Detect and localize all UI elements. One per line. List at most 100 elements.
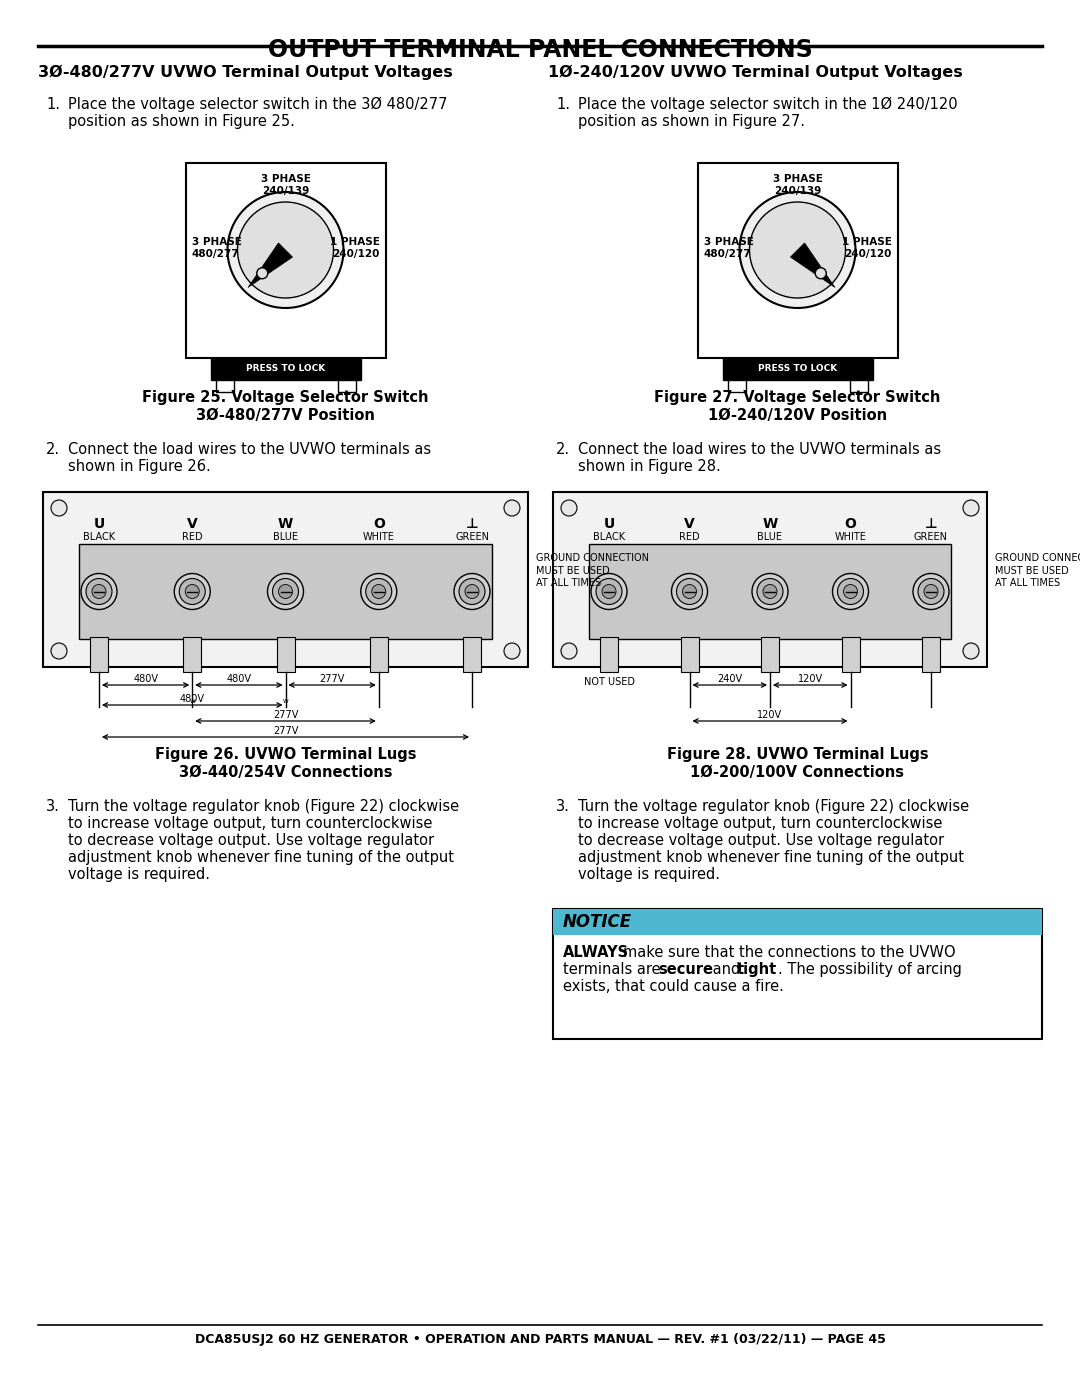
Text: Connect the load wires to the UVWO terminals as: Connect the load wires to the UVWO termi… xyxy=(68,441,431,457)
FancyBboxPatch shape xyxy=(463,637,481,672)
Text: Figure 27. Voltage Selector Switch: Figure 27. Voltage Selector Switch xyxy=(654,390,941,405)
Text: 1 PHASE
240/120: 1 PHASE 240/120 xyxy=(841,237,891,258)
Text: PRESS TO LOCK: PRESS TO LOCK xyxy=(758,365,837,373)
Text: BLACK: BLACK xyxy=(83,532,116,542)
Text: V: V xyxy=(684,517,694,531)
Text: W: W xyxy=(278,517,293,531)
Text: make sure that the connections to the UVWO: make sure that the connections to the UV… xyxy=(623,944,956,960)
Text: to increase voltage output, turn counterclockwise: to increase voltage output, turn counter… xyxy=(578,816,943,831)
Circle shape xyxy=(815,268,826,279)
Circle shape xyxy=(762,584,777,598)
Text: Place the voltage selector switch in the 3Ø 480/277: Place the voltage selector switch in the… xyxy=(68,96,447,112)
Circle shape xyxy=(750,203,846,298)
Text: Turn the voltage regulator knob (Figure 22) clockwise: Turn the voltage regulator knob (Figure … xyxy=(68,799,459,814)
Text: shown in Figure 26.: shown in Figure 26. xyxy=(68,460,211,474)
Text: 1.: 1. xyxy=(556,96,570,112)
Circle shape xyxy=(963,643,978,659)
Circle shape xyxy=(924,584,939,598)
FancyBboxPatch shape xyxy=(79,543,492,638)
Circle shape xyxy=(366,578,392,605)
Circle shape xyxy=(837,578,864,605)
FancyBboxPatch shape xyxy=(680,637,699,672)
Text: GREEN: GREEN xyxy=(455,532,489,542)
Text: adjustment knob whenever fine tuning of the output: adjustment knob whenever fine tuning of … xyxy=(578,849,964,865)
Text: BLUE: BLUE xyxy=(273,532,298,542)
Circle shape xyxy=(465,584,480,598)
Text: w: w xyxy=(283,698,288,704)
Text: DCA85USJ2 60 HZ GENERATOR • OPERATION AND PARTS MANUAL — REV. #1 (03/22/11) — PA: DCA85USJ2 60 HZ GENERATOR • OPERATION AN… xyxy=(194,1333,886,1345)
Circle shape xyxy=(591,574,627,609)
Text: Place the voltage selector switch in the 1Ø 240/120: Place the voltage selector switch in the… xyxy=(578,96,958,112)
Text: Figure 26. UVWO Terminal Lugs: Figure 26. UVWO Terminal Lugs xyxy=(154,747,416,761)
Text: 1Ø-240/120V UVWO Terminal Output Voltages: 1Ø-240/120V UVWO Terminal Output Voltage… xyxy=(548,66,962,81)
Text: OUTPUT TERMINAL PANEL CONNECTIONS: OUTPUT TERMINAL PANEL CONNECTIONS xyxy=(268,38,812,61)
Text: 120V: 120V xyxy=(798,673,823,685)
Text: U: U xyxy=(93,517,105,531)
Circle shape xyxy=(843,584,858,598)
FancyBboxPatch shape xyxy=(43,492,528,666)
Text: 277V: 277V xyxy=(273,710,298,719)
Text: 3Ø-480/277V Position: 3Ø-480/277V Position xyxy=(197,408,375,423)
Circle shape xyxy=(740,191,855,307)
Text: WHITE: WHITE xyxy=(363,532,394,542)
Circle shape xyxy=(268,574,303,609)
Text: position as shown in Figure 27.: position as shown in Figure 27. xyxy=(578,115,805,129)
Text: 3Ø-480/277V UVWO Terminal Output Voltages: 3Ø-480/277V UVWO Terminal Output Voltage… xyxy=(38,66,453,81)
Text: 3 PHASE
240/139: 3 PHASE 240/139 xyxy=(772,175,823,196)
Circle shape xyxy=(51,643,67,659)
Circle shape xyxy=(92,584,106,598)
Text: 3.: 3. xyxy=(46,799,59,814)
Text: O: O xyxy=(373,517,384,531)
Text: 240V: 240V xyxy=(717,673,742,685)
Text: 277V: 277V xyxy=(273,726,298,736)
Text: to decrease voltage output. Use voltage regulator: to decrease voltage output. Use voltage … xyxy=(578,833,944,848)
Text: BLUE: BLUE xyxy=(757,532,783,542)
Text: Figure 28. UVWO Terminal Lugs: Figure 28. UVWO Terminal Lugs xyxy=(666,747,929,761)
Text: GREEN: GREEN xyxy=(914,532,948,542)
Text: . The possibility of arcing: . The possibility of arcing xyxy=(778,963,962,977)
Text: tight: tight xyxy=(737,963,778,977)
Circle shape xyxy=(963,500,978,515)
Text: 2.: 2. xyxy=(556,441,570,457)
FancyBboxPatch shape xyxy=(728,380,745,391)
Text: 1Ø-240/120V Position: 1Ø-240/120V Position xyxy=(707,408,887,423)
Circle shape xyxy=(504,643,519,659)
Text: 120V: 120V xyxy=(757,710,783,719)
FancyBboxPatch shape xyxy=(553,909,1042,1039)
Text: 3 PHASE
480/277: 3 PHASE 480/277 xyxy=(703,237,754,258)
Circle shape xyxy=(228,191,343,307)
Circle shape xyxy=(361,574,396,609)
Text: 480V: 480V xyxy=(133,673,158,685)
Text: U: U xyxy=(604,517,615,531)
Text: 3.: 3. xyxy=(556,799,570,814)
Circle shape xyxy=(672,574,707,609)
Circle shape xyxy=(51,500,67,515)
FancyBboxPatch shape xyxy=(369,637,388,672)
Circle shape xyxy=(752,574,788,609)
Text: 3 PHASE
240/139: 3 PHASE 240/139 xyxy=(260,175,310,196)
Text: 3 PHASE
480/277: 3 PHASE 480/277 xyxy=(191,237,241,258)
FancyBboxPatch shape xyxy=(553,909,1042,935)
Circle shape xyxy=(454,574,490,609)
Circle shape xyxy=(186,584,199,598)
Text: 3Ø-440/254V Connections: 3Ø-440/254V Connections xyxy=(179,766,392,780)
Text: 1 PHASE
240/120: 1 PHASE 240/120 xyxy=(329,237,379,258)
Circle shape xyxy=(561,500,577,515)
Text: Turn the voltage regulator knob (Figure 22) clockwise: Turn the voltage regulator knob (Figure … xyxy=(578,799,969,814)
FancyBboxPatch shape xyxy=(922,637,940,672)
Circle shape xyxy=(459,578,485,605)
Text: position as shown in Figure 25.: position as shown in Figure 25. xyxy=(68,115,295,129)
Text: RED: RED xyxy=(679,532,700,542)
Circle shape xyxy=(676,578,702,605)
FancyBboxPatch shape xyxy=(698,162,897,358)
Text: w: w xyxy=(189,698,195,704)
FancyBboxPatch shape xyxy=(90,637,108,672)
Text: W: W xyxy=(762,517,778,531)
Circle shape xyxy=(272,578,298,605)
FancyBboxPatch shape xyxy=(216,380,233,391)
Text: voltage is required.: voltage is required. xyxy=(578,868,720,882)
Circle shape xyxy=(372,584,386,598)
Circle shape xyxy=(833,574,868,609)
FancyBboxPatch shape xyxy=(276,637,295,672)
Text: NOT USED: NOT USED xyxy=(583,678,635,687)
